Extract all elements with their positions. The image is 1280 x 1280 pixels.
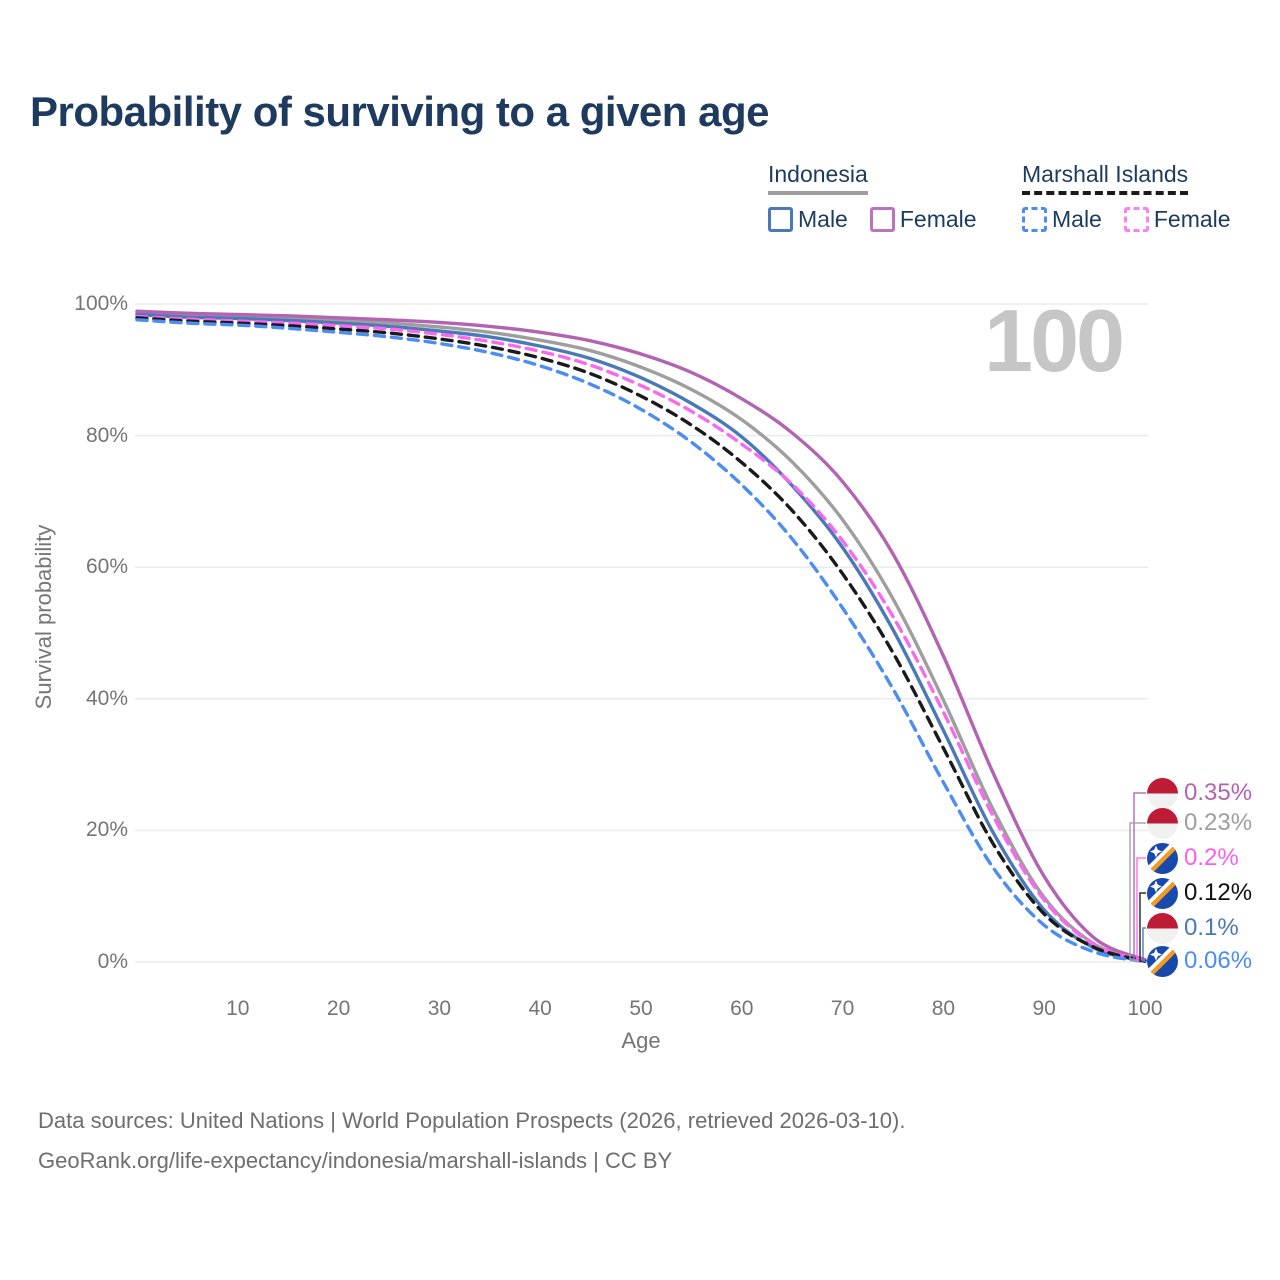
legend-group-marshall-islands: Marshall Islands Male Female xyxy=(1022,161,1231,233)
legend-group-indonesia: Indonesia Male Female xyxy=(768,161,977,233)
y-tick-label: 80% xyxy=(85,423,128,447)
checkbox-icon xyxy=(1022,207,1047,232)
x-tick-label: 100 xyxy=(1127,997,1163,1020)
chart-title: Probability of surviving to a given age xyxy=(30,88,769,135)
series-line-marshall-islands-male xyxy=(135,318,1147,964)
end-label-row-marshall-islands-both-sexes: 0.12% xyxy=(1147,876,1252,910)
end-label-connector xyxy=(1142,927,1146,963)
legend-checkbox-marshall-islands-male[interactable]: Male xyxy=(1022,206,1102,233)
legend-group-indonesia-label: Indonesia xyxy=(768,161,868,195)
x-tick-label: 50 xyxy=(629,997,653,1020)
marshall-islands-flag-icon xyxy=(1147,842,1178,874)
series-line-indonesia-both-sexes xyxy=(135,310,1147,963)
legend-item-label: Male xyxy=(1052,206,1102,232)
checkbox-icon xyxy=(869,207,895,232)
end-label-value: 0.23% xyxy=(1184,809,1253,836)
series-line-marshall-islands-both-sexes xyxy=(135,316,1147,963)
x-tick-label: 60 xyxy=(730,997,754,1020)
legend-group-marshall-islands-label: Marshall Islands xyxy=(1022,161,1189,195)
y-tick-label: 20% xyxy=(85,818,128,842)
legend-item-label: Female xyxy=(1153,206,1231,232)
x-tick-label: 40 xyxy=(528,997,552,1020)
x-tick-label: 80 xyxy=(931,997,956,1020)
y-tick-label: 0% xyxy=(97,950,128,973)
end-label-row-indonesia-male: 0.1% xyxy=(1147,911,1239,945)
series-line-indonesia-female xyxy=(135,309,1147,962)
y-tick-label: 60% xyxy=(85,555,128,579)
x-tick-label: 30 xyxy=(427,997,452,1020)
y-tick-label: 100% xyxy=(74,292,128,315)
series-line-indonesia-male xyxy=(135,312,1147,963)
checkbox-icon xyxy=(768,207,793,232)
x-tick-label: 90 xyxy=(1032,997,1056,1020)
end-label-row-indonesia-both-sexes: 0.23% xyxy=(1147,806,1252,840)
legend-items-indonesia: Male Female xyxy=(768,206,977,233)
legend-items-marshall-islands: Male Female xyxy=(1022,206,1231,233)
end-label-row-marshall-islands-female: 0.2% xyxy=(1147,841,1239,875)
footer-sources: Data sources: United Nations | World Pop… xyxy=(38,1108,906,1133)
marshall-islands-flag-icon xyxy=(1147,945,1178,977)
end-label-row-marshall-islands-male: 0.06% xyxy=(1147,944,1252,978)
legend-item-label: Female xyxy=(899,206,977,232)
indonesia-flag-icon xyxy=(1147,777,1178,809)
y-axis-title: Survival probability xyxy=(31,524,56,710)
x-tick-label: 70 xyxy=(830,997,855,1020)
end-label-value: 0.1% xyxy=(1184,914,1239,941)
marshall-islands-flag-icon xyxy=(1147,877,1178,909)
end-label-value: 0.2% xyxy=(1184,844,1239,871)
end-label-connector xyxy=(1136,857,1146,962)
checkbox-icon xyxy=(1123,207,1149,232)
end-label-value: 0.06% xyxy=(1184,947,1253,974)
indonesia-flag-icon xyxy=(1147,912,1178,944)
series-line-marshall-islands-female xyxy=(135,314,1147,963)
age-indicator-watermark: 100 xyxy=(984,291,1125,390)
legend-checkbox-indonesia-female[interactable]: Female xyxy=(869,206,977,233)
end-label-value: 0.12% xyxy=(1184,879,1253,906)
end-label-value: 0.35% xyxy=(1184,779,1253,806)
legend-item-label: Male xyxy=(798,206,848,232)
x-axis-title: Age xyxy=(621,1028,661,1053)
legend-checkbox-indonesia-male[interactable]: Male xyxy=(768,206,848,233)
footer-attribution: GeoRank.org/life-expectancy/indonesia/ma… xyxy=(38,1148,673,1173)
x-tick-label: 20 xyxy=(326,997,351,1020)
y-tick-label: 40% xyxy=(85,686,128,710)
end-label-row-indonesia-female: 0.35% xyxy=(1147,776,1252,810)
x-tick-label: 10 xyxy=(226,997,250,1020)
indonesia-flag-icon xyxy=(1147,807,1178,839)
end-label-connector xyxy=(1145,960,1147,963)
legend-checkbox-marshall-islands-female[interactable]: Female xyxy=(1123,206,1231,233)
